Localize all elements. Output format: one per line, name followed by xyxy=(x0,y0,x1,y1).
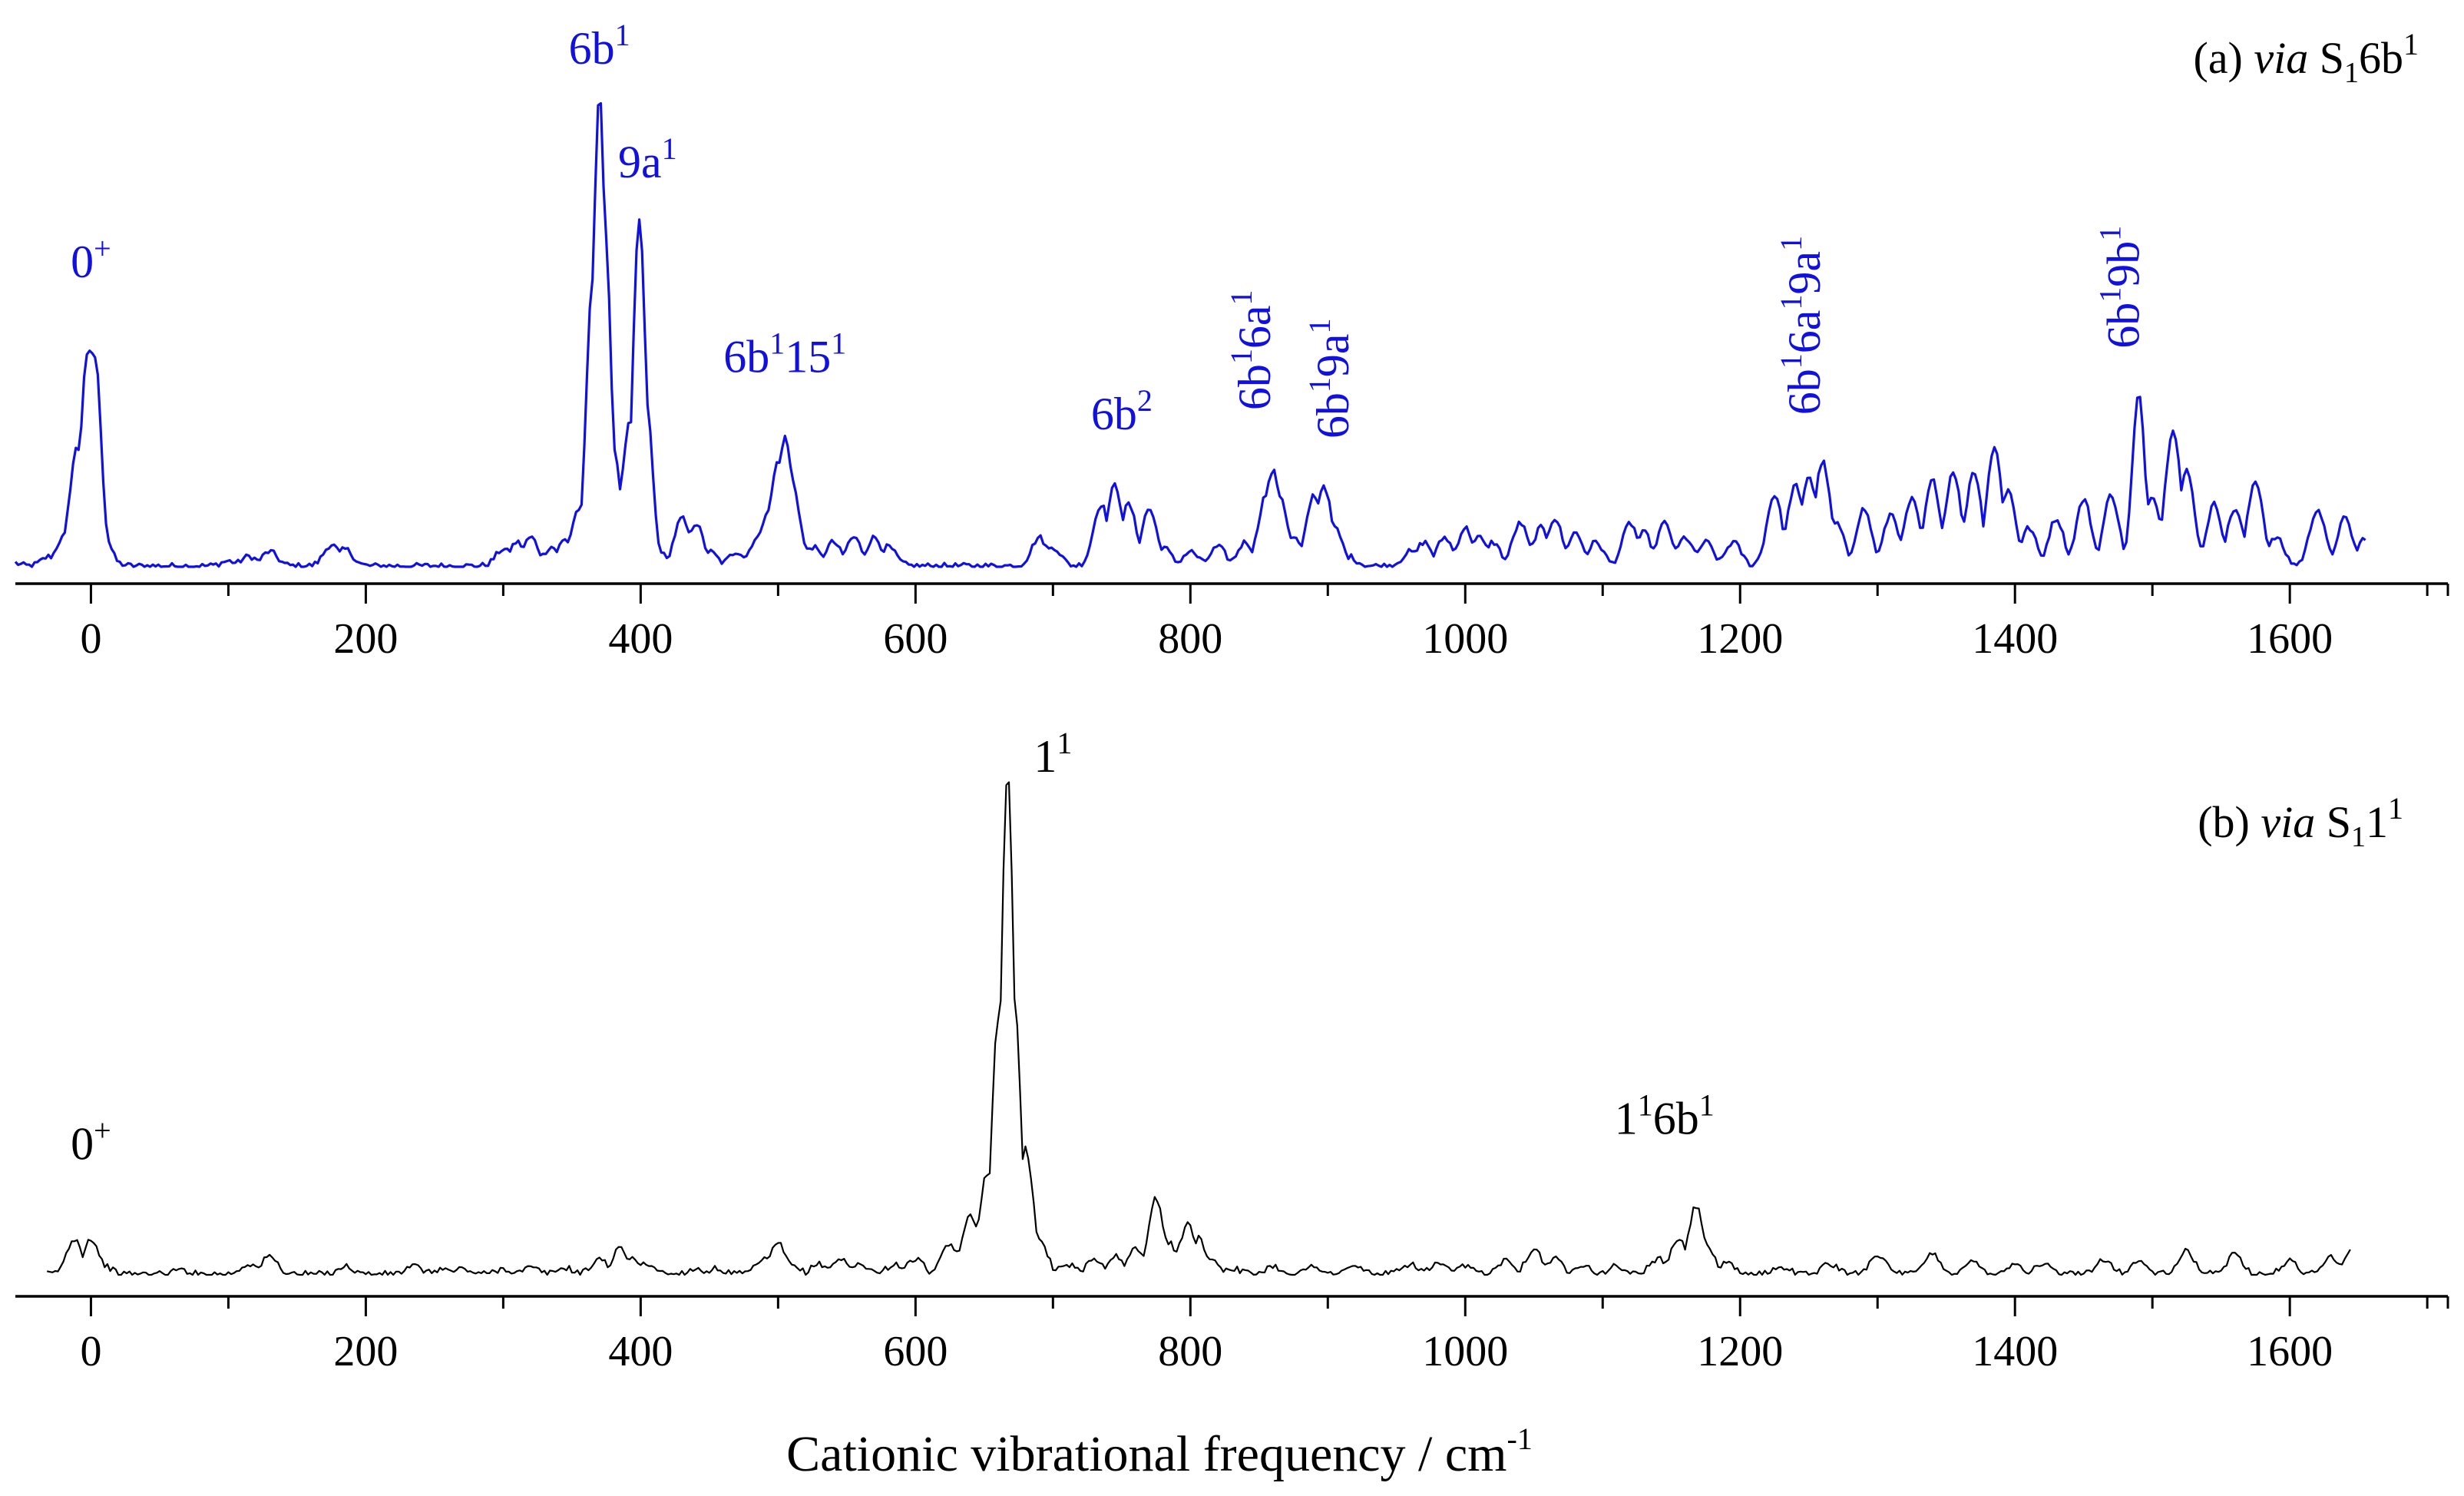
peak-label: 11 xyxy=(1034,726,1072,782)
x-tick-label: 1600 xyxy=(2247,1328,2333,1375)
x-tick-label: 400 xyxy=(608,1328,673,1375)
x-tick-label: 1200 xyxy=(1697,615,1783,663)
peak-label: 6b1151 xyxy=(723,326,846,382)
x-tick-label: 200 xyxy=(333,615,398,663)
x-tick-label: 1400 xyxy=(1972,615,2058,663)
x-tick-label: 1000 xyxy=(1422,1328,1508,1375)
x-tick-label: 600 xyxy=(883,615,948,663)
x-tick-label: 0 xyxy=(80,1328,101,1375)
panel-title: (b) via S111 xyxy=(2198,791,2403,853)
peak-label: 6b16a1 xyxy=(1224,290,1280,410)
x-tick-label: 1200 xyxy=(1697,1328,1783,1375)
x-tick-label: 1400 xyxy=(1972,1328,2058,1375)
spectrum-trace xyxy=(14,102,2366,568)
x-tick-label: 1600 xyxy=(2247,615,2333,663)
peak-label: 6b19b1 xyxy=(2092,226,2148,349)
peak-label: 116b1 xyxy=(1615,1088,1715,1144)
x-tick-label: 600 xyxy=(883,1328,948,1375)
x-tick-label: 0 xyxy=(80,615,101,663)
x-tick-label: 400 xyxy=(608,615,673,663)
peak-label: 9a1 xyxy=(618,131,677,187)
peak-label: 0+ xyxy=(71,231,111,287)
panel-a-spectrum: 0 200 400 600 800 1000 1200 1400 1600 (a) via S16… xyxy=(14,18,2449,663)
spectrum-trace xyxy=(46,781,2351,1276)
x-tick-label: 1000 xyxy=(1422,615,1508,663)
panel-title: (a) via S16b1 xyxy=(2194,27,2419,89)
panel-b-spectrum: 0 200 400 600 800 1000 1200 1400 1600 (b) via S11… xyxy=(15,726,2449,1482)
peak-label: 0+ xyxy=(71,1113,111,1169)
x-tick-label: 800 xyxy=(1158,1328,1222,1375)
peak-label: 6b16a19a1 xyxy=(1774,236,1830,415)
x-tick-label: 200 xyxy=(333,1328,398,1375)
peak-label: 6b2 xyxy=(1091,383,1153,439)
peak-label: 6b19a1 xyxy=(1302,318,1358,439)
x-axis-title: Cationic vibrational frequency / cm-1 xyxy=(786,1422,1533,1482)
x-tick-label: 800 xyxy=(1158,615,1222,663)
peak-label: 6b1 xyxy=(569,18,630,74)
